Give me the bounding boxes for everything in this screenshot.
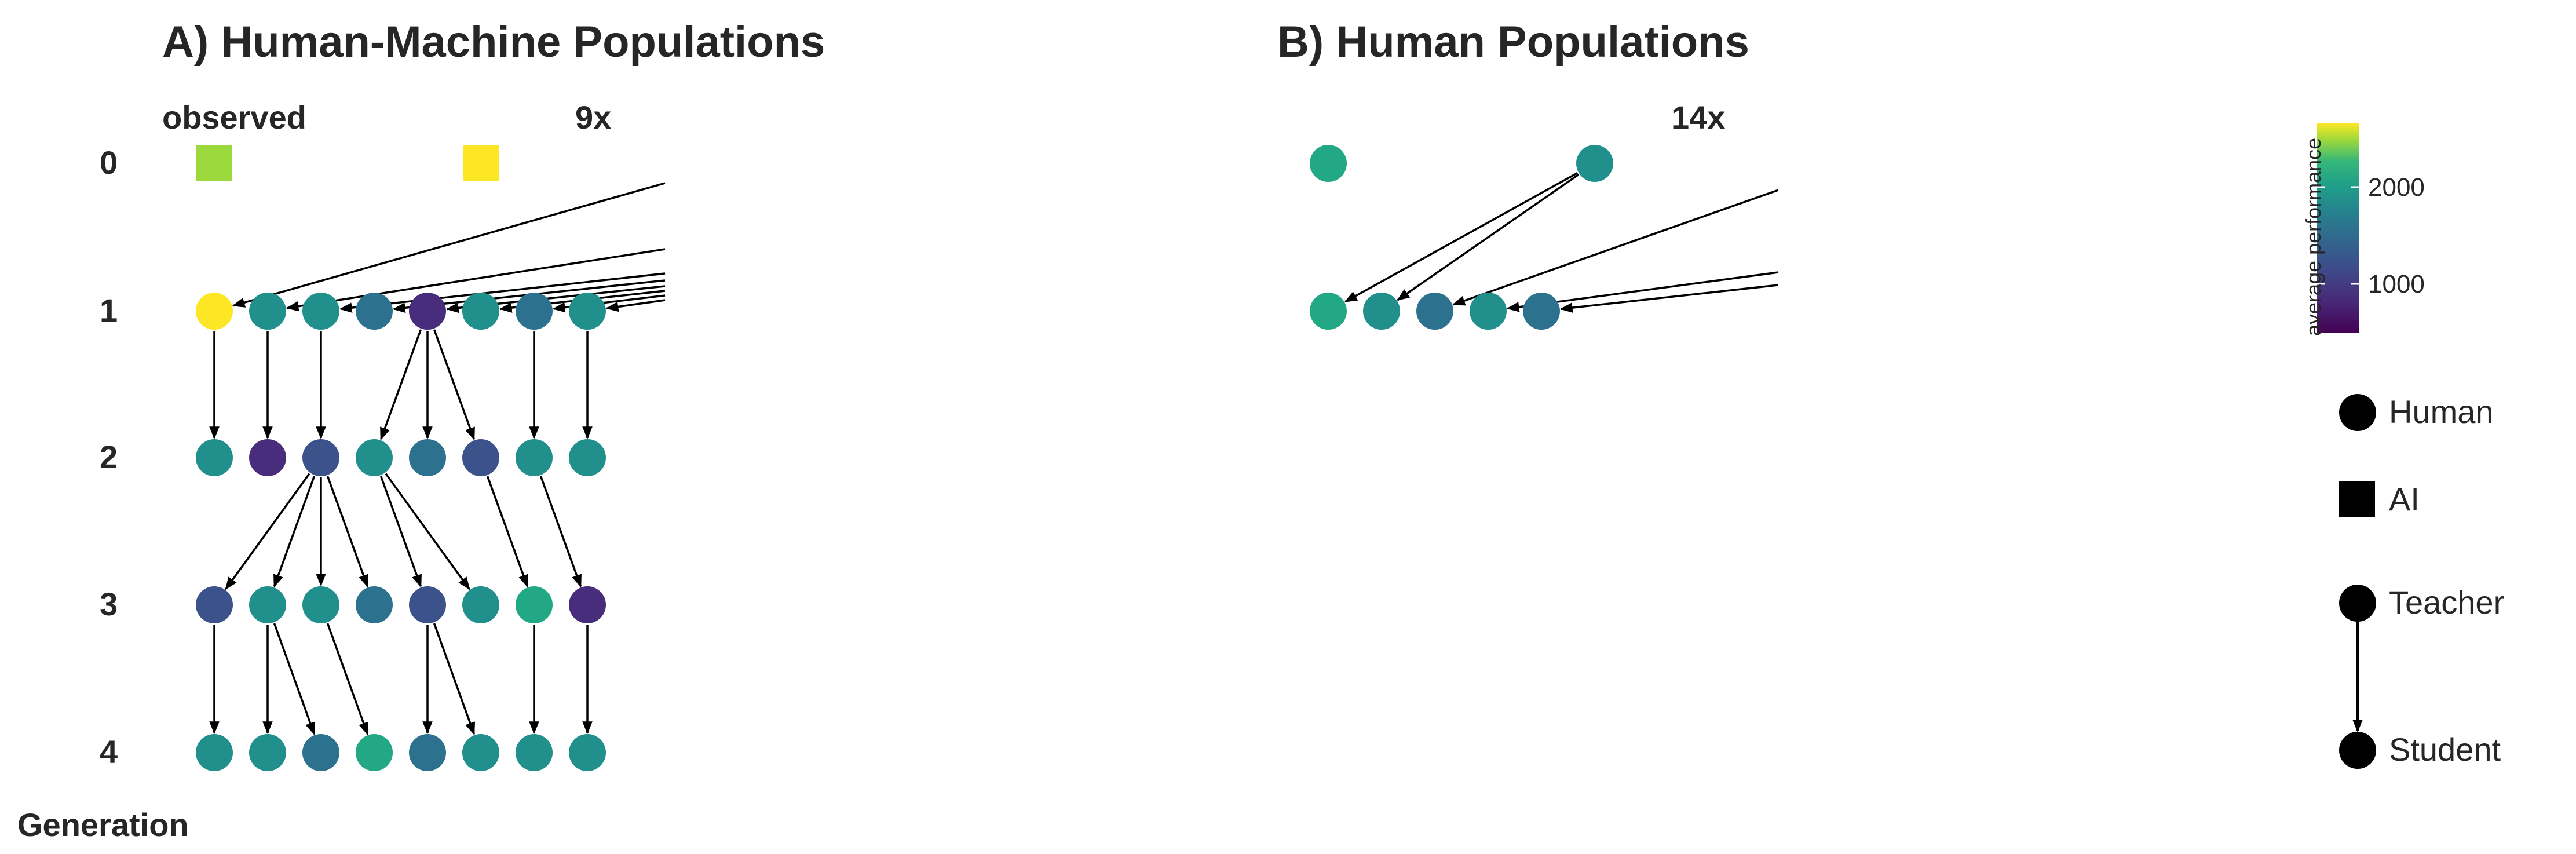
incoming-edge-arrow [232,182,666,308]
human-node [516,293,553,330]
edge-arrow [273,476,316,588]
human-node [569,586,606,623]
edge-arrow [433,623,476,736]
edge-arrow [385,473,470,590]
human-node [356,293,393,330]
generation-label-1: 1 [100,292,118,329]
human-node [356,734,393,771]
legend-human-symbol [2339,394,2376,431]
human-node [462,586,499,623]
edge-arrow [379,329,422,441]
incoming-edge-arrow [605,299,666,312]
panel-b-title: B) Human Populations [1277,17,1749,67]
edge-arrow [1344,171,1579,303]
generation-label-2: 2 [100,439,118,475]
legend-ai-symbol [2339,481,2375,517]
incoming-edge-arrow [1559,284,1779,313]
generation-label-4: 4 [100,733,118,770]
edge-arrow [539,476,582,588]
human-node [1576,145,1613,182]
incoming-edge-arrow [1452,189,1779,306]
human-node [569,734,606,771]
edge-arrow [273,623,316,736]
human-node [302,293,339,330]
human-node [356,586,393,623]
legend-student-symbol [2339,732,2376,769]
panel-a-title: A) Human-Machine Populations [162,17,825,67]
human-node [516,439,553,476]
human-node [249,734,286,771]
colorbar-tick-label-1000: 1000 [2368,270,2425,298]
edge-arrow [433,329,476,441]
human-node [409,734,446,771]
human-node [1310,293,1347,330]
human-node [1470,293,1507,330]
human-node [516,586,553,623]
human-node [409,293,446,330]
edge-arrow [326,476,369,588]
legend-ai-label: AI [2389,481,2420,517]
colorbar: 2000 1000 average performance [2301,123,2425,336]
human-node [462,293,499,330]
legend-teacher-symbol [2339,585,2376,622]
legend-student-label: Student [2389,731,2501,768]
nodes-layer [196,145,1613,771]
human-node [302,586,339,623]
edges-layer [209,171,1779,736]
colorbar-gradient [2317,123,2359,333]
human-node [569,293,606,330]
shape-legend: Human AI Teacher Student [2339,393,2504,769]
panel-a-count-label: 9x [575,99,611,136]
human-node [569,439,606,476]
human-node [196,439,233,476]
human-node [196,293,233,330]
human-node [462,734,499,771]
legend-teacher-label: Teacher [2389,584,2504,621]
edge-arrow [486,476,529,588]
edge-arrow [1397,173,1580,301]
colorbar-tick-label-2000: 2000 [2368,173,2425,202]
human-node [1523,293,1560,330]
human-node [196,734,233,771]
human-node [1416,293,1453,330]
legend-human-label: Human [2389,393,2494,430]
human-node [302,734,339,771]
human-node [409,439,446,476]
edge-arrow [379,476,422,588]
human-node [249,586,286,623]
generation-label-3: 3 [100,586,118,622]
human-node [516,734,553,771]
observed-label: observed [162,99,306,136]
ai-node [196,145,232,181]
human-node [1363,293,1400,330]
human-node [1310,145,1347,182]
human-node [196,586,233,623]
human-node [356,439,393,476]
human-node [409,586,446,623]
edge-arrow [326,623,369,736]
ai-node [463,145,499,181]
human-node [302,439,339,476]
generation-axis-title: Generation [17,806,189,843]
human-node [249,293,286,330]
edge-arrow [225,473,310,590]
colorbar-title: average performance [2301,138,2325,336]
incoming-edge-arrow [286,248,666,312]
generation-label-0: 0 [100,144,118,181]
panel-b-count-label: 14x [1671,99,1725,136]
human-node [462,439,499,476]
human-node [249,439,286,476]
